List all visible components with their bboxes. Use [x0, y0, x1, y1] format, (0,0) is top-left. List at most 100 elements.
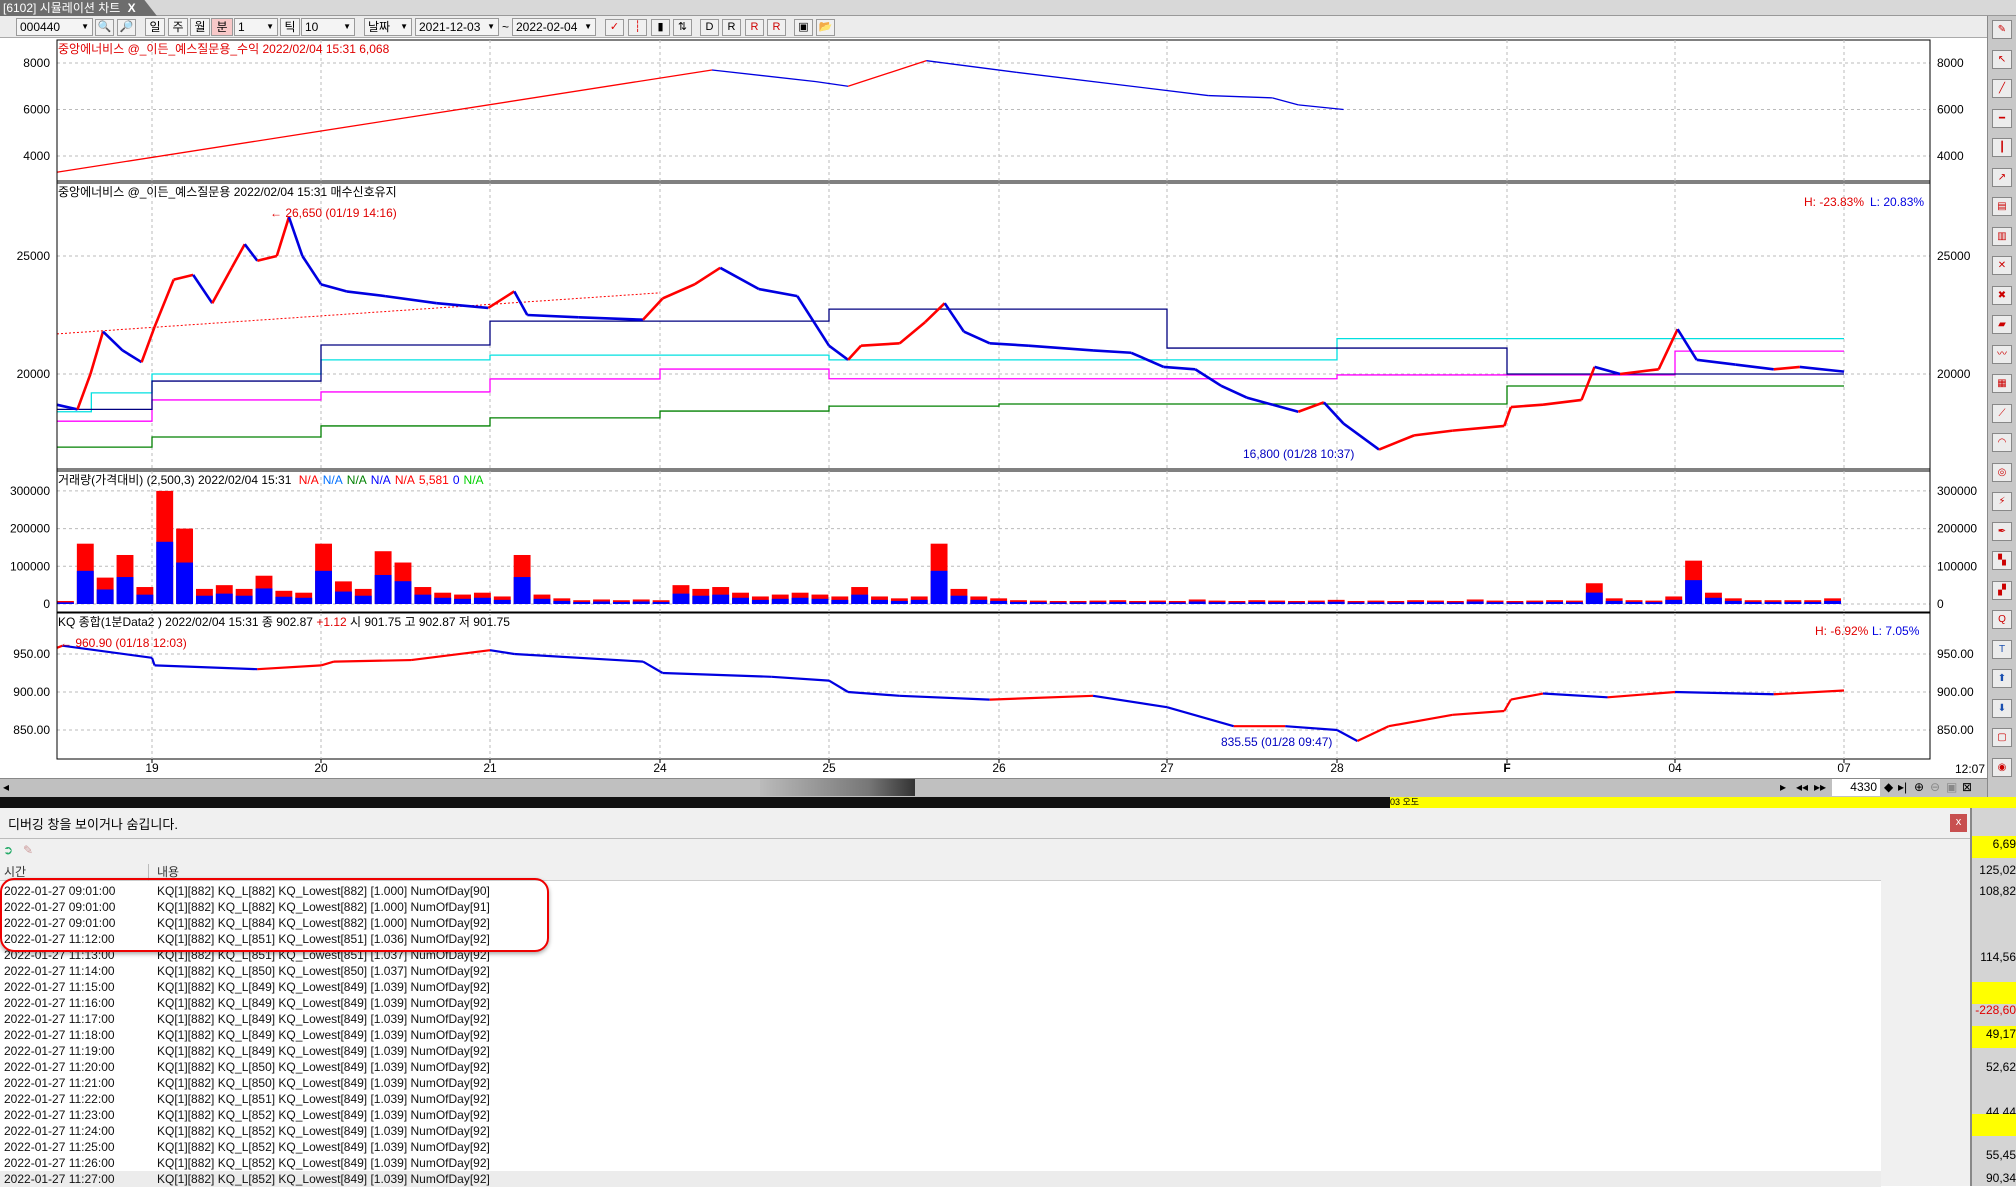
pattern-icon[interactable]: ▦: [1992, 374, 2012, 393]
start-date-combo[interactable]: 2021-12-03: [415, 18, 499, 36]
column-time[interactable]: 시간: [0, 864, 149, 881]
log-row[interactable]: 2022-01-27 09:01:00 KQ[1][882] KQ_L[882] …: [0, 899, 1881, 915]
gann-icon[interactable]: ⟋: [1992, 403, 2012, 423]
quote-icon[interactable]: Q: [1992, 610, 2012, 629]
run-icon[interactable]: ➲: [3, 843, 14, 857]
log-row[interactable]: 2022-01-27 11:22:00 KQ[1][882] KQ_L[851] …: [0, 1091, 1881, 1107]
refresh-r-icon[interactable]: R: [745, 19, 764, 36]
log-row[interactable]: 2022-01-27 11:21:00 KQ[1][882] KQ_L[850] …: [0, 1075, 1881, 1091]
cross-icon[interactable]: ✕: [1992, 256, 2012, 275]
ruler-icon[interactable]: ▥: [1992, 226, 2012, 246]
debug-close-button[interactable]: x: [1950, 814, 1967, 832]
fibonacci-icon[interactable]: ▤: [1992, 197, 2012, 216]
drawing-tools-icon[interactable]: ✎: [1992, 20, 2012, 39]
window-tab[interactable]: [6102] 시뮬레이션 차트 X: [0, 0, 157, 16]
vertical-line-icon[interactable]: ┃: [1992, 138, 2012, 157]
box-icon[interactable]: ▢: [1992, 728, 2012, 747]
cycle-icon[interactable]: ◎: [1992, 462, 2012, 482]
debug-log-list[interactable]: 시간 내용 2022-01-27 09:01:00 KQ[1][882] KQ_L…: [0, 864, 1881, 1187]
symbol-combo[interactable]: 000440: [16, 18, 93, 36]
date-mode-combo[interactable]: 날짜: [364, 18, 412, 36]
y-tick-label-left: 950.00: [13, 647, 50, 661]
period-week-button[interactable]: 주: [168, 18, 188, 36]
search-icon[interactable]: 🔍: [95, 19, 114, 36]
arrow-down-icon[interactable]: ⬇: [1992, 698, 2012, 718]
tab-close-button[interactable]: X: [127, 1, 136, 15]
period-day-button[interactable]: 일: [145, 18, 165, 36]
scroll-left-arrow-icon[interactable]: ◂: [3, 780, 10, 794]
highlight-ellipse: [0, 878, 549, 952]
fast-forward-icon[interactable]: ▸▸: [1814, 780, 1827, 794]
tick-button[interactable]: 틱: [280, 18, 300, 36]
horizontal-line-icon[interactable]: ━: [1992, 108, 2012, 128]
volume-bar-down: [1010, 601, 1027, 604]
y-tick-label-right: 900.00: [1937, 685, 1974, 699]
log-row[interactable]: 2022-01-27 11:16:00 KQ[1][882] KQ_L[849] …: [0, 995, 1881, 1011]
search-add-icon[interactable]: 🔎: [117, 19, 136, 36]
document-d-icon[interactable]: D: [700, 19, 719, 36]
bar-count-input[interactable]: 4330: [1832, 779, 1880, 796]
signal-check-icon[interactable]: ✓: [605, 19, 624, 36]
restore-icon[interactable]: ▣: [1946, 780, 1958, 794]
log-content: KQ[1][882] KQ_L[849] KQ_Lowest[849] [1.0…: [157, 1028, 490, 1042]
zoom-fit-icon[interactable]: ◆: [1884, 780, 1894, 794]
log-row[interactable]: 2022-01-27 11:27:00 KQ[1][882] KQ_L[852] …: [0, 1171, 1881, 1187]
zoom-end-icon[interactable]: ▸|: [1898, 780, 1908, 794]
log-row[interactable]: 2022-01-27 11:15:00 KQ[1][882] KQ_L[849] …: [0, 979, 1881, 995]
close-chart-icon[interactable]: ⊠: [1962, 780, 1973, 794]
delete-icon[interactable]: ✖: [1992, 285, 2012, 305]
log-row[interactable]: 2022-01-27 11:25:00 KQ[1][882] KQ_L[852] …: [0, 1139, 1881, 1155]
log-row[interactable]: 2022-01-27 11:12:00 KQ[1][882] KQ_L[851] …: [0, 931, 1881, 947]
log-row[interactable]: 2022-01-27 11:18:00 KQ[1][882] KQ_L[849] …: [0, 1027, 1881, 1043]
arrow-up-icon[interactable]: ⬆: [1992, 669, 2012, 688]
log-time: 2022-01-27 11:23:00: [4, 1108, 115, 1122]
trend-icon[interactable]: ↗: [1992, 167, 2012, 187]
arc-icon[interactable]: ◠: [1992, 433, 2012, 452]
line-icon[interactable]: ╱: [1992, 79, 2012, 98]
pointer-icon[interactable]: ↖: [1992, 49, 2012, 69]
open-folder-icon[interactable]: 📂: [816, 19, 835, 36]
log-row[interactable]: 2022-01-27 11:14:00 KQ[1][882] KQ_L[850] …: [0, 963, 1881, 979]
column-content[interactable]: 내용: [149, 864, 1881, 881]
log-row[interactable]: 2022-01-27 09:01:00 KQ[1][882] KQ_L[882] …: [0, 883, 1881, 899]
save-icon[interactable]: ▣: [794, 19, 813, 36]
profit-line-segment: [711, 69, 817, 83]
up-down-arrows-icon[interactable]: ⇅: [673, 19, 692, 36]
zoom-in-icon[interactable]: ⊕: [1914, 780, 1925, 794]
scroll-thumb[interactable]: [760, 779, 915, 796]
log-row[interactable]: 2022-01-27 11:24:00 KQ[1][882] KQ_L[852] …: [0, 1123, 1881, 1139]
wave-icon[interactable]: 〰: [1992, 344, 2012, 364]
channel-icon[interactable]: ▰: [1992, 315, 2012, 334]
log-row[interactable]: 2022-01-27 09:01:00 KQ[1][882] KQ_L[884] …: [0, 915, 1881, 931]
log-row[interactable]: 2022-01-27 11:26:00 KQ[1][882] KQ_L[852] …: [0, 1155, 1881, 1171]
zoom-out-icon[interactable]: ⊖: [1930, 780, 1941, 794]
rewind-icon[interactable]: ◂◂: [1796, 780, 1809, 794]
stats-icon[interactable]: ▚: [1992, 551, 2012, 570]
interval-combo[interactable]: 1: [234, 18, 278, 36]
period-month-button[interactable]: 월: [190, 18, 210, 36]
log-row[interactable]: 2022-01-27 11:23:00 KQ[1][882] KQ_L[852] …: [0, 1107, 1881, 1123]
speed-icon[interactable]: ⚡: [1992, 492, 2012, 511]
x-tick-label: 21: [483, 761, 497, 775]
circle-icon[interactable]: ◉: [1992, 757, 2012, 777]
price-segment: [1657, 328, 1679, 370]
text-icon[interactable]: T: [1992, 639, 2012, 659]
stats2-icon[interactable]: ▞: [1992, 580, 2012, 600]
y-tick-label-left: 200000: [10, 522, 50, 536]
volume-bar-down: [1327, 601, 1345, 604]
end-date-combo[interactable]: 2022-02-04: [512, 18, 596, 36]
candle-chart-icon[interactable]: ┆: [628, 19, 647, 36]
pen-icon[interactable]: ✒: [1992, 521, 2012, 541]
bar-chart-icon[interactable]: ▮: [651, 19, 670, 36]
log-row[interactable]: 2022-01-27 11:19:00 KQ[1][882] KQ_L[849] …: [0, 1043, 1881, 1059]
period-minute-button[interactable]: 분: [211, 18, 233, 36]
log-row[interactable]: 2022-01-27 11:17:00 KQ[1][882] KQ_L[849] …: [0, 1011, 1881, 1027]
copy-r-icon[interactable]: R: [767, 19, 786, 36]
log-row[interactable]: 2022-01-27 11:20:00 KQ[1][882] KQ_L[850] …: [0, 1059, 1881, 1075]
play-icon[interactable]: ▸: [1780, 780, 1787, 794]
price-segment: [384, 294, 437, 305]
tv-r-icon[interactable]: R: [722, 19, 741, 36]
eraser-icon[interactable]: ✎: [23, 843, 34, 857]
tick-combo[interactable]: 10: [301, 18, 355, 36]
